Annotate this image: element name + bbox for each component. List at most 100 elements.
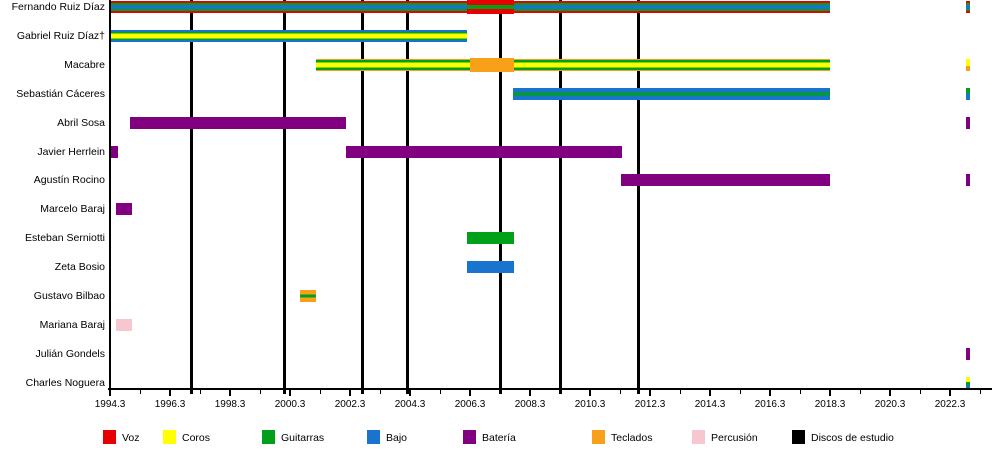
axis-minor-tick bbox=[619, 389, 621, 394]
timeline-bar bbox=[116, 318, 132, 331]
timeline-bar bbox=[620, 174, 830, 187]
timeline-bar bbox=[965, 376, 971, 389]
axis-major-tick bbox=[529, 389, 531, 396]
axis-tick-label: 1994.3 bbox=[94, 398, 126, 410]
axis-major-tick bbox=[709, 389, 711, 396]
axis-minor-tick bbox=[259, 389, 261, 394]
studio-album-line bbox=[405, 0, 409, 394]
member-label: Esteban Serniotti bbox=[25, 232, 105, 245]
timeline-bar bbox=[116, 203, 132, 216]
timeline-bar bbox=[512, 87, 830, 100]
axis-tick-label: 2010.3 bbox=[574, 398, 606, 410]
timeline-bar bbox=[965, 347, 971, 360]
axis-minor-tick bbox=[199, 389, 201, 394]
axis-minor-tick bbox=[379, 389, 381, 394]
axis-major-tick bbox=[469, 389, 471, 396]
axis-tick-label: 1998.3 bbox=[214, 398, 246, 410]
member-label: Javier Herrlein bbox=[37, 145, 105, 158]
legend-label: Voz bbox=[122, 432, 140, 444]
axis-tick-label: 2020.3 bbox=[874, 398, 906, 410]
member-label: Agustín Rocino bbox=[33, 174, 105, 187]
axis-tick-label: 2008.3 bbox=[514, 398, 546, 410]
axis-tick-label: 2006.3 bbox=[454, 398, 486, 410]
timeline-bar bbox=[467, 261, 515, 274]
legend-label: Teclados bbox=[611, 432, 653, 444]
axis-minor-tick bbox=[139, 389, 141, 394]
timeline-bar bbox=[316, 58, 830, 71]
studio-album-line bbox=[636, 0, 640, 394]
axis-major-tick bbox=[349, 389, 351, 396]
member-label: Sebastián Cáceres bbox=[16, 87, 105, 100]
axis-minor-tick bbox=[739, 389, 741, 394]
timeline-bar bbox=[299, 290, 317, 302]
legend-label: Percusión bbox=[711, 432, 758, 444]
axis-tick-label: 2000.3 bbox=[274, 398, 306, 410]
axis-major-tick bbox=[649, 389, 651, 396]
axis-minor-tick bbox=[859, 389, 861, 394]
axis-major-tick bbox=[889, 389, 891, 396]
timeline-bar bbox=[110, 29, 467, 42]
member-label: Charles Noguera bbox=[25, 376, 105, 389]
legend-swatch-percusion bbox=[692, 430, 705, 444]
axis-major-tick bbox=[949, 389, 951, 396]
axis-minor-tick bbox=[979, 389, 981, 394]
studio-album-line bbox=[282, 0, 286, 394]
legend-label: Coros bbox=[182, 432, 211, 444]
axis-tick-label: 1996.3 bbox=[154, 398, 186, 410]
legend-label: Guitarras bbox=[281, 432, 325, 444]
timeline-bar bbox=[965, 87, 971, 100]
timeline-bar bbox=[470, 57, 515, 72]
axis-minor-tick bbox=[499, 389, 501, 394]
axis-minor-tick bbox=[919, 389, 921, 394]
member-label: Zeta Bosio bbox=[54, 261, 105, 274]
axis-minor-tick bbox=[679, 389, 681, 394]
timeline-bar bbox=[346, 145, 623, 158]
member-label: Fernando Ruiz Díaz bbox=[11, 1, 105, 13]
axis-minor-tick bbox=[799, 389, 801, 394]
studio-album-line bbox=[498, 0, 502, 394]
legend-swatch-coros bbox=[163, 430, 176, 444]
legend-swatch-bajo bbox=[367, 430, 380, 444]
member-label: Abril Sosa bbox=[57, 116, 105, 129]
legend-label: Discos de estudio bbox=[811, 432, 894, 444]
axis-tick-label: 2012.3 bbox=[634, 398, 666, 410]
axis-minor-tick bbox=[319, 389, 321, 394]
studio-album-line bbox=[189, 0, 193, 394]
axis-minor-tick bbox=[439, 389, 441, 394]
axis-major-tick bbox=[289, 389, 291, 396]
legend-swatch-voz bbox=[103, 430, 116, 444]
axis-tick-label: 2014.3 bbox=[694, 398, 726, 410]
axis-major-tick bbox=[589, 389, 591, 396]
legend-swatch-discos bbox=[792, 430, 805, 444]
axis-tick-label: 2016.3 bbox=[754, 398, 786, 410]
timeline-bar bbox=[965, 116, 971, 129]
timeline-bar bbox=[467, 232, 515, 245]
legend-label: Batería bbox=[482, 432, 516, 444]
axis-major-tick bbox=[169, 389, 171, 396]
y-axis-line bbox=[109, 0, 111, 389]
timeline-bar bbox=[965, 174, 971, 187]
timeline-bar bbox=[965, 1, 971, 13]
timeline-bar bbox=[110, 145, 119, 158]
studio-album-line bbox=[558, 0, 562, 394]
member-label: Julián Gondels bbox=[35, 347, 105, 360]
axis-tick-label: 2002.3 bbox=[334, 398, 366, 410]
axis-tick-label: 2022.3 bbox=[934, 398, 966, 410]
legend-swatch-teclados bbox=[592, 430, 605, 444]
axis-major-tick bbox=[229, 389, 231, 396]
member-label: Mariana Baraj bbox=[39, 318, 105, 331]
legend-swatch-bateria bbox=[463, 430, 476, 444]
axis-tick-label: 2018.3 bbox=[814, 398, 846, 410]
axis-minor-tick bbox=[559, 389, 561, 394]
legend-swatch-guitarras bbox=[262, 430, 275, 444]
timeline-bar bbox=[130, 116, 347, 129]
axis-major-tick bbox=[109, 389, 111, 396]
member-label: Gustavo Bilbao bbox=[33, 290, 105, 302]
legend-label: Bajo bbox=[386, 432, 408, 444]
axis-major-tick bbox=[829, 389, 831, 396]
axis-tick-label: 2004.3 bbox=[394, 398, 426, 410]
axis-major-tick bbox=[769, 389, 771, 396]
axis-major-tick bbox=[409, 389, 411, 396]
timeline-bar bbox=[467, 0, 515, 14]
